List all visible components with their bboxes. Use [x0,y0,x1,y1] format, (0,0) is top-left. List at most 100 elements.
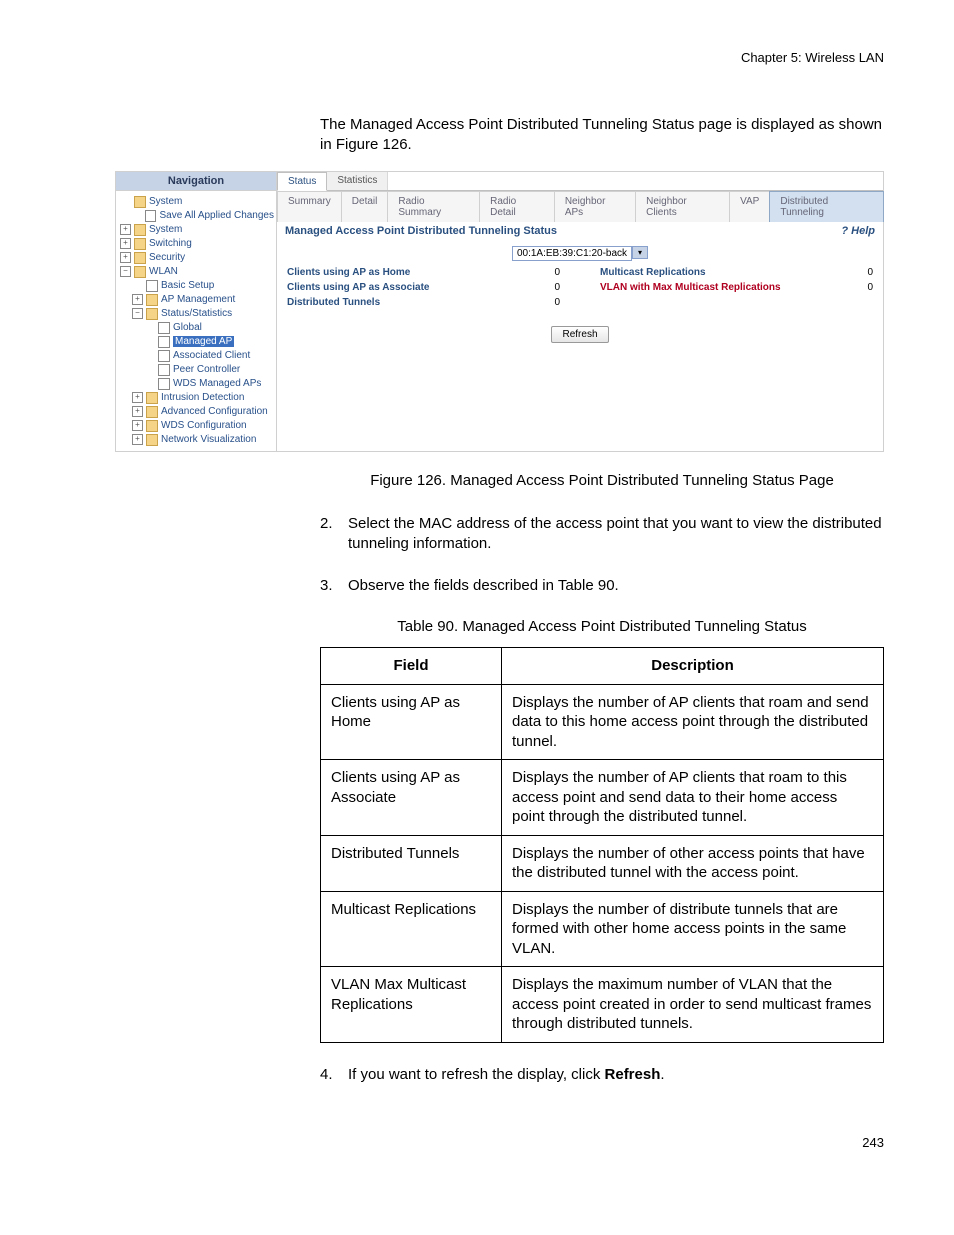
tree-item[interactable]: Basic Setup [118,279,274,293]
expander-icon[interactable]: + [120,224,131,235]
tree-item-label[interactable]: AP Management [161,294,235,305]
expander-icon[interactable]: + [120,252,131,263]
main-panel: StatusStatistics SummaryDetailRadio Summ… [277,172,883,451]
document-icon [145,210,156,222]
table-row: VLAN Max Multicast ReplicationsDisplays … [321,967,884,1043]
tree-item[interactable]: Save All Applied Changes [118,209,274,223]
status-value: 0 [554,297,560,308]
tree-item-label[interactable]: Peer Controller [173,364,240,375]
table-cell-field: Clients using AP as Home [321,684,502,760]
tree-item[interactable]: System [118,195,274,209]
tree-item[interactable]: + Network Visualization [118,433,274,447]
tree-item-label[interactable]: Associated Client [173,350,250,361]
status-row: Multicast Replications0 [600,265,873,280]
intro-paragraph: The Managed Access Point Distributed Tun… [320,115,884,156]
folder-icon [134,196,146,208]
document-icon [158,378,170,390]
tab-secondary[interactable]: Detail [341,191,389,222]
tree-item[interactable]: + System [118,223,274,237]
tree-item-label[interactable]: WDS Configuration [161,420,247,431]
mac-select[interactable]: 00:1A:EB:39:C1:20-back [512,246,632,261]
description-table: Field Description Clients using AP as Ho… [320,647,884,1043]
folder-icon [134,238,146,250]
expander-icon[interactable]: − [132,308,143,319]
folder-icon [134,252,146,264]
tree-item[interactable]: Peer Controller [118,363,274,377]
table-caption: Table 90. Managed Access Point Distribut… [320,618,884,635]
tab-secondary[interactable]: Neighbor APs [554,191,636,222]
step-text: Observe the fields described in Table 90… [348,576,619,596]
document-icon [158,322,170,334]
tree-item-label[interactable]: System [149,196,182,207]
tree-item-label[interactable]: Advanced Configuration [161,406,268,417]
tab-secondary[interactable]: Distributed Tunneling [769,191,884,222]
status-row: Clients using AP as Associate0 [287,280,560,295]
expander-icon[interactable]: + [132,434,143,445]
tree-item[interactable]: + AP Management [118,293,274,307]
tree-item[interactable]: + Advanced Configuration [118,405,274,419]
expander-icon[interactable]: + [132,392,143,403]
chevron-down-icon[interactable]: ▾ [632,246,648,259]
tree-item-label[interactable]: Security [149,252,185,263]
step-number: 4. [320,1065,348,1085]
expander-icon[interactable]: − [120,266,131,277]
navigation-title: Navigation [116,172,276,191]
status-label: Clients using AP as Associate [287,282,429,293]
tree-item[interactable]: − WLAN [118,265,274,279]
tree-item[interactable]: − Status/Statistics [118,307,274,321]
expander-icon[interactable]: + [132,294,143,305]
tree-item[interactable]: WDS Managed APs [118,377,274,391]
navigation-tree: System Save All Applied Changes + System + Sw… [116,191,276,451]
folder-icon [146,434,158,446]
expander-icon[interactable]: + [132,406,143,417]
tree-item[interactable]: Associated Client [118,349,274,363]
step-text: If you want to refresh the display, clic… [348,1065,665,1085]
tree-item-label[interactable]: Save All Applied Changes [159,210,274,221]
refresh-button[interactable]: Refresh [551,326,608,343]
table-cell-description: Displays the number of other access poin… [502,835,884,891]
step4-pre: If you want to refresh the display, clic… [348,1066,605,1083]
table-cell-field: VLAN Max Multicast Replications [321,967,502,1043]
tree-item[interactable]: + Switching [118,237,274,251]
tree-item[interactable]: Managed AP [118,335,274,349]
expander-icon[interactable]: + [120,238,131,249]
help-link[interactable]: ? Help [841,225,875,237]
tree-item-label[interactable]: Status/Statistics [161,308,232,319]
tree-item[interactable]: + Security [118,251,274,265]
expander-icon[interactable]: + [132,420,143,431]
tree-item[interactable]: + WDS Configuration [118,419,274,433]
tree-item-label[interactable]: Basic Setup [161,280,214,291]
tree-item-label[interactable]: Intrusion Detection [161,392,244,403]
panel-title: Managed Access Point Distributed Tunneli… [285,225,557,237]
tab-secondary[interactable]: VAP [729,191,770,222]
tree-item-label[interactable]: WDS Managed APs [173,378,261,389]
tree-item-label[interactable]: Global [173,322,202,333]
folder-icon [134,224,146,236]
tab-secondary[interactable]: Summary [277,191,342,222]
tree-item[interactable]: + Intrusion Detection [118,391,274,405]
figure-caption: Figure 126. Managed Access Point Distrib… [320,472,884,489]
tree-item-label[interactable]: Switching [149,238,192,249]
tree-item-label[interactable]: Managed AP [173,336,234,347]
table-header: Field [321,648,502,685]
table-cell-field: Clients using AP as Associate [321,760,502,836]
step-number: 3. [320,576,348,596]
tree-item[interactable]: Global [118,321,274,335]
chapter-header: Chapter 5: Wireless LAN [70,50,884,65]
navigation-panel: Navigation System Save All Applied Change… [116,172,277,451]
folder-icon [146,406,158,418]
tabs-secondary: SummaryDetailRadio SummaryRadio DetailNe… [277,191,883,222]
table-cell-field: Multicast Replications [321,891,502,967]
status-label: Distributed Tunnels [287,297,380,308]
tab-primary[interactable]: Statistics [327,172,388,190]
status-row: Clients using AP as Home0 [287,265,560,280]
tree-item-label[interactable]: Network Visualization [161,434,256,445]
tab-primary[interactable]: Status [277,172,327,191]
tab-secondary[interactable]: Neighbor Clients [635,191,730,222]
tree-item-label[interactable]: System [149,224,182,235]
tree-item-label[interactable]: WLAN [149,266,178,277]
tab-secondary[interactable]: Radio Summary [387,191,480,222]
tab-secondary[interactable]: Radio Detail [479,191,555,222]
tabs-primary: StatusStatistics [277,172,883,191]
folder-icon [146,420,158,432]
